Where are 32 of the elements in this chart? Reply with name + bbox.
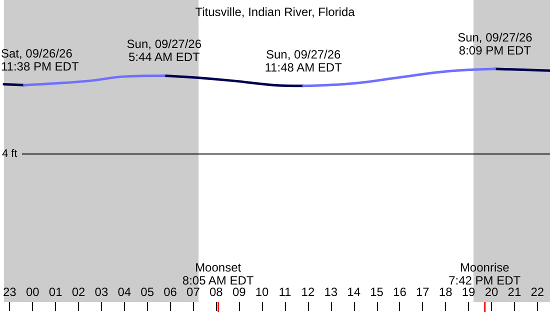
x-tick-label: 19: [462, 285, 476, 299]
x-tick-label: 16: [393, 285, 407, 299]
x-tick-label: 02: [72, 285, 86, 299]
x-tick-label: 01: [48, 285, 63, 299]
x-tick-label: 22: [530, 285, 544, 299]
annotation: Sun, 09/27/26 11:48 AM EDT: [264, 47, 343, 74]
x-tick-label: 12: [301, 285, 315, 299]
x-tick-label: 08: [209, 285, 224, 299]
x-tick-label: 04: [118, 285, 132, 299]
x-tick-label: 13: [324, 285, 338, 299]
ref-line-label: Moonrise 7:42 PM EDT: [448, 260, 522, 288]
x-tick-label: 05: [140, 285, 154, 299]
x-tick-label: 21: [508, 285, 522, 299]
x-tick-label: 00: [26, 285, 40, 299]
x-tick-label: 20: [484, 285, 498, 299]
x-tick-label: 06: [164, 285, 178, 299]
annotation: Sun, 09/27/26 8:09 PM EDT: [458, 30, 533, 58]
chart-title: Titusville, Indian River, Florida: [195, 5, 356, 19]
ref-line-label: 4 ft: [2, 148, 18, 160]
annotation: Sun, 09/27/26 5:44 AM EDT: [126, 37, 202, 64]
x-tick-label: 10: [255, 285, 270, 299]
x-tick-label: 03: [94, 285, 108, 299]
x-tick-label: 14: [347, 285, 361, 299]
x-tick-label: 23: [2, 285, 17, 299]
x-tick-label: 17: [416, 285, 430, 299]
x-tick-label: 09: [232, 285, 246, 299]
x-tick-label: 18: [438, 285, 453, 299]
ref-line-label: Moonset 8:05 AM EDT: [182, 260, 254, 288]
annotation: Sat, 09/26/26 11:38 PM EDT: [1, 46, 80, 74]
x-tick-label: 07: [186, 285, 200, 299]
x-tick-label: 11: [278, 285, 292, 299]
x-tick-label: 15: [370, 285, 384, 299]
